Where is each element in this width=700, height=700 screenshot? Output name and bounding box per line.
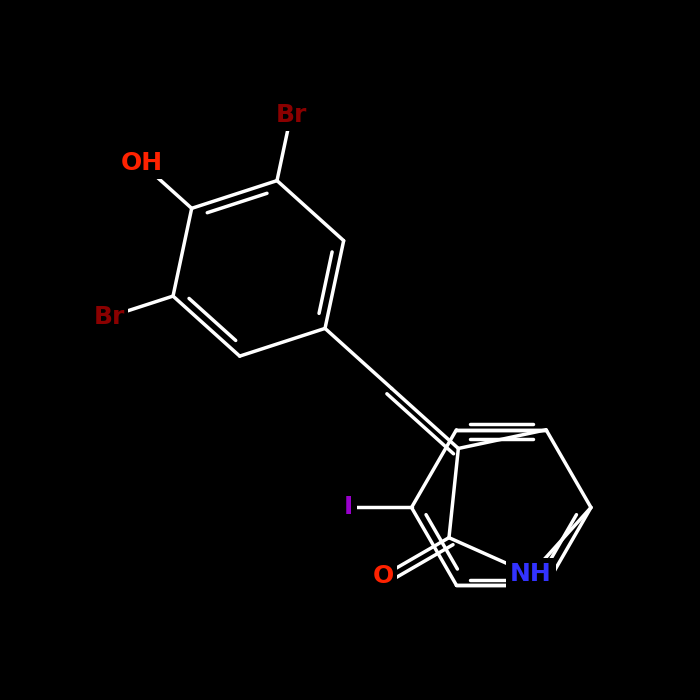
Text: Br: Br	[93, 305, 125, 329]
Text: O: O	[372, 564, 393, 588]
Text: NH: NH	[510, 562, 552, 586]
Text: Br: Br	[275, 103, 307, 127]
Text: I: I	[344, 496, 354, 519]
Text: OH: OH	[120, 151, 162, 175]
